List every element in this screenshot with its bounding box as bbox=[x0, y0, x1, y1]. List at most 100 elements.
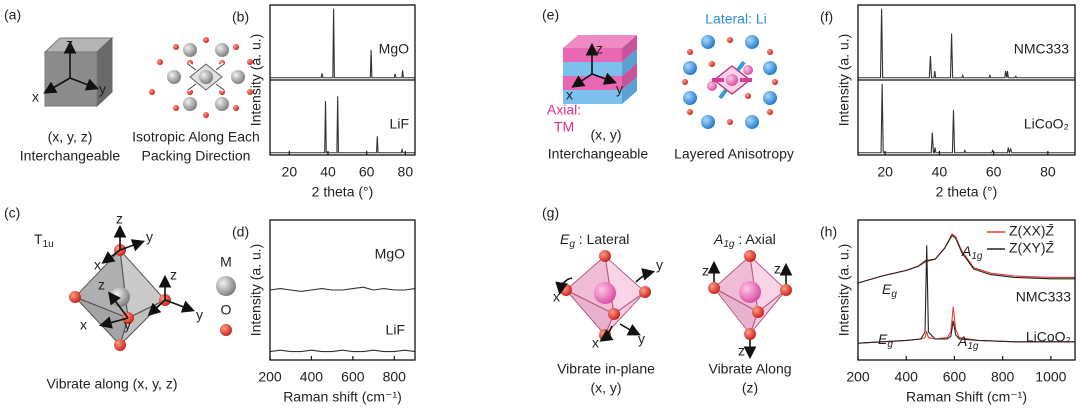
sample-label: NMC333 bbox=[1016, 289, 1071, 305]
layered-lattice-part bbox=[727, 119, 733, 125]
x-tick-label: 600 bbox=[341, 369, 365, 385]
sample-label: LiF bbox=[386, 322, 405, 338]
axis-letter: x bbox=[80, 317, 87, 333]
octahedron-part bbox=[69, 291, 81, 303]
layered-lattice-part bbox=[745, 35, 759, 49]
rock-salt-lattice-part bbox=[247, 59, 253, 65]
panel-label: (h) bbox=[820, 224, 837, 240]
rock-salt-lattice-part bbox=[215, 43, 229, 57]
axis-letter: y bbox=[99, 81, 106, 97]
peak-label: Eg bbox=[878, 331, 893, 350]
cube bbox=[43, 36, 114, 108]
caption: Vibrate Along bbox=[708, 361, 791, 377]
octahedron-eg-part bbox=[604, 291, 646, 336]
sample-label: LiCoO₂ bbox=[1024, 116, 1069, 132]
spectrum-line bbox=[857, 234, 1075, 284]
layered-lattice-part bbox=[745, 93, 751, 99]
layered-lattice-part bbox=[683, 61, 697, 75]
layered-cube-part bbox=[563, 35, 637, 48]
layered-cube-part bbox=[622, 77, 637, 104]
rock-salt-lattice-part bbox=[183, 43, 197, 57]
layered-cube bbox=[563, 35, 637, 104]
octahedron-part bbox=[119, 239, 146, 252]
spectrum-line bbox=[857, 245, 1075, 344]
mode-title: A1g : Axial bbox=[713, 231, 776, 250]
spectrum-line bbox=[269, 286, 416, 292]
x-tick-label: 80 bbox=[1040, 164, 1056, 180]
x-tick-label: 80 bbox=[398, 164, 414, 180]
octahedron-eg-part bbox=[608, 308, 620, 320]
layered-lattice-part bbox=[763, 61, 777, 75]
octahedron-eg-part bbox=[555, 277, 573, 296]
panel-label: (a) bbox=[4, 7, 21, 23]
layered-lattice-part bbox=[743, 65, 753, 75]
x-axis-label: Raman shift (cm⁻¹) bbox=[283, 389, 402, 405]
symmetry-label-part: 1u bbox=[43, 239, 54, 250]
mode-title-part: E bbox=[560, 231, 570, 247]
octahedron-eg-part bbox=[635, 268, 656, 283]
axes-frame bbox=[857, 219, 1076, 361]
peak-label-sub: g bbox=[887, 339, 893, 350]
sample-label: LiF bbox=[390, 116, 409, 132]
caption: Vibrate in-plane bbox=[557, 361, 655, 377]
legend-label: Z(XY)Z̄ bbox=[1009, 240, 1055, 256]
rock-salt-lattice-part bbox=[149, 89, 155, 95]
x-tick-label: 20 bbox=[877, 164, 893, 180]
octahedron-eg-part bbox=[599, 250, 611, 262]
octahedron bbox=[69, 224, 196, 351]
layered-lattice-part bbox=[767, 49, 773, 55]
peak-label-base: E bbox=[882, 281, 892, 297]
panel-c: (c) T1u z x y z y x y z M O Vibrate alon… bbox=[4, 205, 236, 392]
rock-salt-lattice-part bbox=[183, 97, 197, 111]
rock-salt-lattice-part bbox=[199, 70, 213, 84]
y-axis-label: Intensity (a. u.) bbox=[248, 34, 264, 127]
cube-part bbox=[69, 77, 99, 91]
symmetry-label: T1u bbox=[34, 231, 54, 250]
peak-label: Eg bbox=[882, 281, 897, 300]
x-axis-label: 2 theta (°) bbox=[312, 184, 374, 200]
caption: Vibrate along (x, y, z) bbox=[47, 376, 178, 392]
x-tick-label: 20 bbox=[282, 164, 298, 180]
x-tick-label: 200 bbox=[258, 369, 282, 385]
caption: Layered Anisotropy bbox=[674, 146, 794, 162]
sample-label: NMC333 bbox=[1014, 41, 1069, 57]
layered-lattice-part bbox=[727, 37, 733, 43]
layered-lattice-part bbox=[701, 115, 715, 129]
spectrum-line bbox=[269, 349, 416, 353]
legend-atom-o bbox=[220, 324, 232, 336]
layered-lattice-part bbox=[687, 109, 693, 115]
y-axis-label: Intensity (a. u.) bbox=[248, 244, 264, 337]
layered-lattice-part bbox=[772, 79, 778, 85]
cube-part bbox=[43, 77, 71, 94]
axes-frame bbox=[269, 4, 416, 156]
x-tick-label: 60 bbox=[986, 164, 1002, 180]
axis-letter: z bbox=[170, 267, 177, 283]
panel-label: (b) bbox=[232, 9, 249, 25]
layered-cube-part bbox=[622, 63, 637, 90]
x-axis-label: 2 theta (°) bbox=[936, 184, 998, 200]
spectrum-line bbox=[858, 8, 1075, 79]
mode-title: Eg : Lateral bbox=[560, 231, 629, 250]
legend-atom-m bbox=[216, 276, 236, 296]
panel-label: (g) bbox=[542, 205, 559, 221]
caption: (z) bbox=[742, 380, 758, 396]
axis-letter: z bbox=[738, 343, 745, 359]
sample-label: LiCoO₂ bbox=[1026, 329, 1071, 345]
axis-letter: z bbox=[596, 41, 603, 57]
layered-lattice-part bbox=[687, 49, 693, 55]
mode-title-part: : Axial bbox=[734, 231, 775, 247]
x-tick-label: 1000 bbox=[1035, 369, 1066, 385]
octahedron-part bbox=[147, 299, 166, 317]
octahedron-a1g-part bbox=[744, 328, 756, 340]
x-tick-label: 400 bbox=[300, 369, 324, 385]
mode-title-part: 1g bbox=[723, 239, 735, 250]
layered-lattice-part bbox=[767, 109, 773, 115]
peak-label: A1g bbox=[961, 243, 983, 262]
axis-letter: z bbox=[98, 277, 105, 293]
rock-salt-lattice-part bbox=[173, 105, 179, 111]
octahedron-a1g-part bbox=[744, 250, 756, 262]
x-axis-label: Raman Shift (cm⁻¹) bbox=[906, 389, 1027, 405]
axis-letter: y bbox=[196, 307, 203, 323]
spectrum-line bbox=[270, 8, 415, 79]
